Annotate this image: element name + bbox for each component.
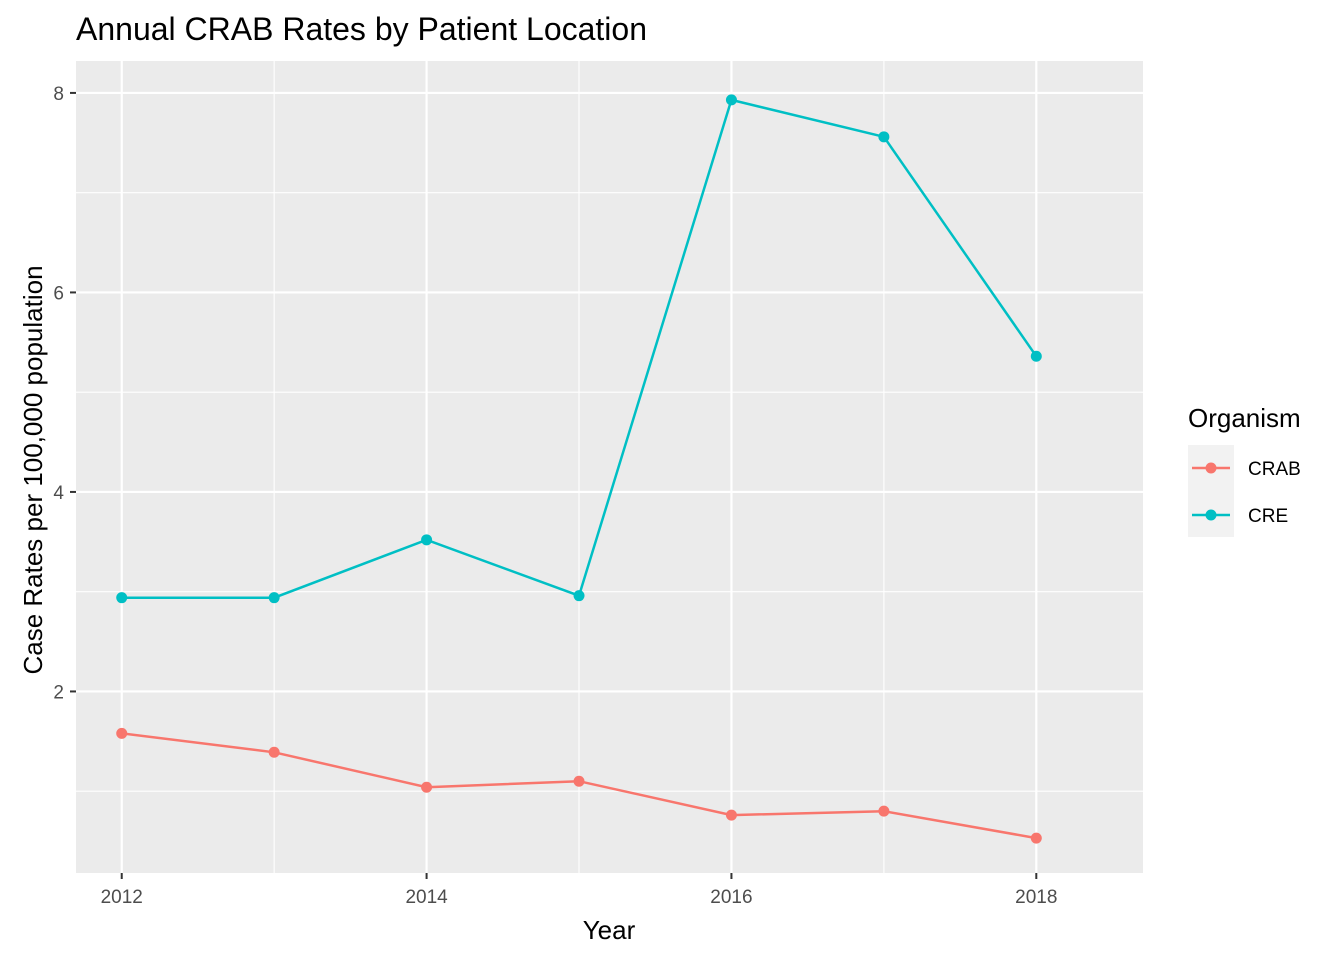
data-point-crab: [725, 809, 737, 821]
legend-label-crab: CRAB: [1248, 459, 1301, 480]
data-point-crab: [268, 746, 280, 758]
x-tick-label: 2018: [1015, 887, 1057, 908]
legend-label-cre: CRE: [1248, 506, 1288, 527]
data-point-cre: [116, 592, 128, 604]
data-point-crab: [116, 727, 128, 739]
y-tick-label: 8: [53, 84, 64, 105]
data-point-cre: [1030, 350, 1042, 362]
data-point-cre: [268, 592, 280, 604]
x-tick-label: 2012: [101, 887, 143, 908]
x-axis-title: Year: [583, 915, 636, 945]
y-tick-label: 4: [53, 483, 64, 504]
data-point-cre: [725, 94, 737, 106]
legend-key-background: [1188, 445, 1234, 537]
legend-marker-cre: [1205, 509, 1217, 521]
data-point-cre: [421, 534, 433, 546]
y-tick-label: 6: [53, 283, 64, 304]
data-point-crab: [421, 781, 433, 793]
legend: Organism CRAB CRE: [1188, 403, 1301, 537]
data-point-cre: [878, 131, 890, 143]
series-layer: [116, 94, 1042, 844]
x-tick-label: 2016: [710, 887, 752, 908]
axes: 2 4 6 8 2012 2014 2016 2018: [53, 84, 1057, 908]
legend-marker-crab: [1205, 462, 1217, 474]
chart-title: Annual CRAB Rates by Patient Location: [76, 11, 647, 47]
y-tick-label: 2: [53, 682, 64, 703]
legend-title: Organism: [1188, 403, 1301, 433]
plot-panel: [76, 61, 1143, 873]
grid-lines: [76, 61, 1143, 873]
y-axis-title: Case Rates per 100,000 population: [18, 265, 48, 674]
data-point-cre: [573, 590, 585, 602]
data-point-crab: [1030, 832, 1042, 844]
x-tick-label: 2014: [405, 887, 448, 908]
data-point-crab: [573, 775, 585, 787]
data-point-crab: [878, 805, 890, 817]
